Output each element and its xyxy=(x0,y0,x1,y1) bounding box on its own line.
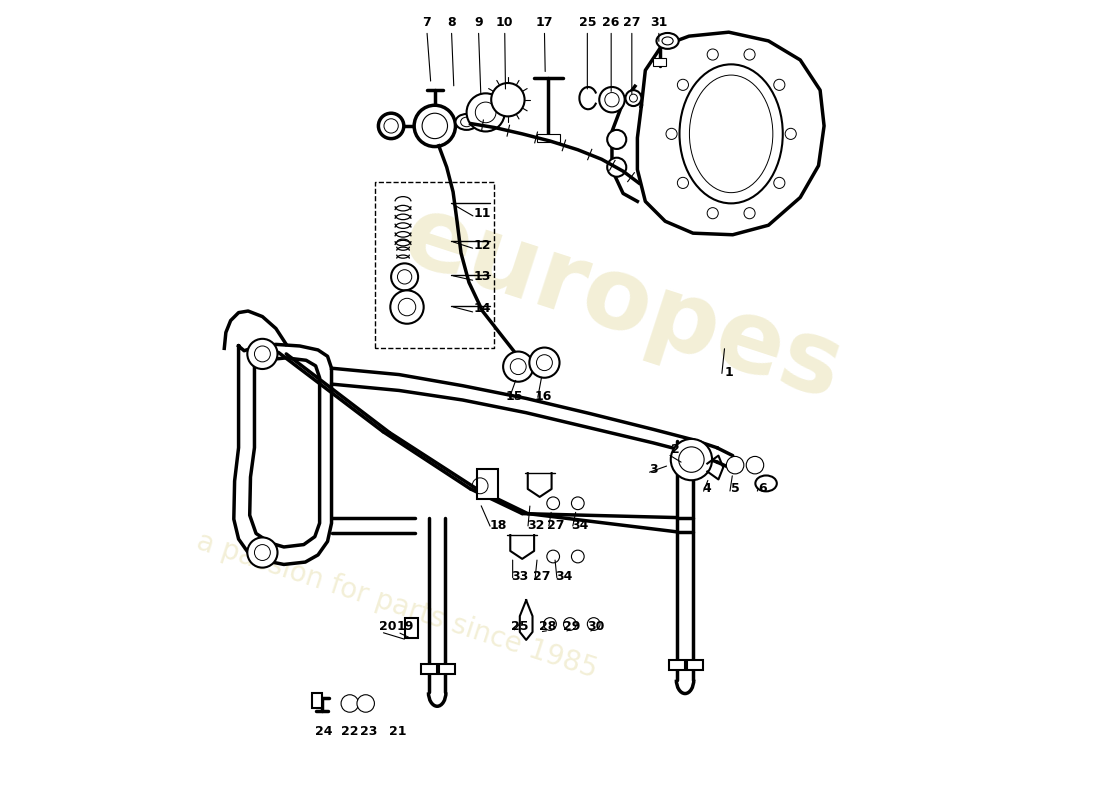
Circle shape xyxy=(358,694,374,712)
Text: 29: 29 xyxy=(563,620,580,633)
Text: 30: 30 xyxy=(587,620,605,633)
Polygon shape xyxy=(637,32,824,234)
Text: 6: 6 xyxy=(759,482,767,495)
Text: 14: 14 xyxy=(474,302,492,315)
Text: 12: 12 xyxy=(474,238,492,251)
Text: 4: 4 xyxy=(703,482,712,495)
Circle shape xyxy=(248,339,277,369)
Bar xyxy=(669,660,685,670)
Text: 27: 27 xyxy=(623,16,640,29)
Circle shape xyxy=(600,87,625,113)
Bar xyxy=(653,58,666,66)
Polygon shape xyxy=(234,344,331,565)
Text: 16: 16 xyxy=(535,390,552,402)
Circle shape xyxy=(503,351,534,382)
Text: 15: 15 xyxy=(506,390,522,402)
Circle shape xyxy=(626,90,641,106)
Text: 21: 21 xyxy=(388,725,406,738)
Bar xyxy=(477,469,497,499)
Text: 26: 26 xyxy=(603,16,620,29)
Bar xyxy=(406,618,418,638)
Text: 22: 22 xyxy=(341,725,359,738)
Circle shape xyxy=(572,550,584,563)
Circle shape xyxy=(248,538,277,568)
Text: 24: 24 xyxy=(315,725,332,738)
Text: 28: 28 xyxy=(539,620,557,633)
Text: 25: 25 xyxy=(512,620,529,633)
Ellipse shape xyxy=(756,475,777,491)
Text: 20: 20 xyxy=(379,620,397,633)
Circle shape xyxy=(341,694,359,712)
Text: 13: 13 xyxy=(474,270,492,283)
Circle shape xyxy=(492,83,525,116)
Ellipse shape xyxy=(680,64,783,203)
Bar xyxy=(686,660,703,670)
Text: 27: 27 xyxy=(547,519,564,532)
Bar xyxy=(421,664,437,674)
Text: 9: 9 xyxy=(474,16,483,29)
Circle shape xyxy=(607,130,626,149)
Text: 27: 27 xyxy=(534,570,551,583)
Circle shape xyxy=(378,114,404,138)
Text: 23: 23 xyxy=(360,725,377,738)
Circle shape xyxy=(547,550,560,563)
Text: 2: 2 xyxy=(671,442,680,456)
Circle shape xyxy=(671,439,712,480)
Bar xyxy=(311,693,322,708)
Text: 1: 1 xyxy=(725,366,733,378)
Text: 7: 7 xyxy=(422,16,431,29)
Circle shape xyxy=(529,347,560,378)
Text: 11: 11 xyxy=(474,207,492,220)
Circle shape xyxy=(563,618,576,630)
Bar xyxy=(439,664,454,674)
Text: 34: 34 xyxy=(571,519,588,532)
Polygon shape xyxy=(250,358,320,547)
Text: 3: 3 xyxy=(649,462,658,476)
Text: 33: 33 xyxy=(512,570,528,583)
Circle shape xyxy=(390,290,424,324)
Text: 8: 8 xyxy=(448,16,455,29)
Text: 34: 34 xyxy=(556,570,573,583)
Text: 25: 25 xyxy=(579,16,596,29)
Ellipse shape xyxy=(657,33,679,49)
Circle shape xyxy=(726,457,744,474)
Text: 18: 18 xyxy=(490,519,507,532)
Text: 10: 10 xyxy=(496,16,514,29)
Text: europes: europes xyxy=(392,188,855,421)
Text: 19: 19 xyxy=(397,620,414,633)
Text: 32: 32 xyxy=(527,519,544,532)
Text: 17: 17 xyxy=(536,16,553,29)
Bar xyxy=(537,134,560,142)
Circle shape xyxy=(572,497,584,510)
Text: 31: 31 xyxy=(650,16,668,29)
Text: 5: 5 xyxy=(730,482,739,495)
Circle shape xyxy=(547,497,560,510)
Text: a passion for parts since 1985: a passion for parts since 1985 xyxy=(192,528,601,684)
Circle shape xyxy=(607,158,626,177)
Circle shape xyxy=(415,106,455,146)
Ellipse shape xyxy=(455,114,477,130)
Circle shape xyxy=(543,618,557,630)
Circle shape xyxy=(466,94,505,131)
Circle shape xyxy=(587,618,601,630)
Circle shape xyxy=(392,263,418,290)
Circle shape xyxy=(746,457,763,474)
